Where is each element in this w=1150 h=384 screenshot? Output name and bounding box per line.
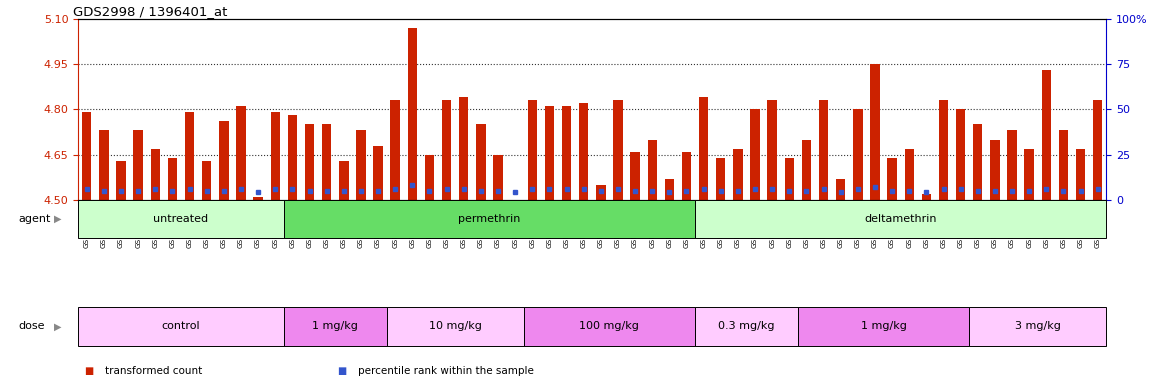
Bar	[647, 139, 657, 200]
Bar	[339, 161, 348, 200]
Bar	[888, 157, 897, 200]
Text: ▶: ▶	[54, 321, 61, 331]
Bar	[116, 161, 125, 200]
Bar	[284, 307, 386, 346]
Bar	[973, 124, 982, 200]
Bar	[716, 157, 726, 200]
Text: transformed count: transformed count	[105, 366, 202, 376]
Bar	[99, 131, 108, 200]
Bar	[938, 101, 949, 200]
Bar	[459, 98, 468, 200]
Bar	[476, 124, 485, 200]
Bar	[1059, 131, 1068, 200]
Bar	[391, 101, 400, 200]
Text: agent: agent	[18, 214, 51, 224]
Bar	[682, 152, 691, 200]
Text: ▶: ▶	[54, 214, 61, 224]
Bar	[956, 109, 965, 200]
Bar	[151, 149, 160, 200]
Text: 100 mg/kg: 100 mg/kg	[580, 321, 639, 331]
Bar	[78, 200, 284, 238]
Text: ■: ■	[84, 366, 93, 376]
Bar	[665, 179, 674, 200]
Bar	[1042, 70, 1051, 200]
Bar	[202, 161, 212, 200]
Bar	[528, 101, 537, 200]
Bar	[871, 64, 880, 200]
Bar	[270, 113, 279, 200]
Bar	[168, 157, 177, 200]
Bar	[442, 101, 451, 200]
Bar	[695, 200, 1106, 238]
Bar	[511, 200, 520, 218]
Text: ■: ■	[337, 366, 346, 376]
Bar	[784, 157, 794, 200]
Bar	[78, 307, 284, 346]
Bar	[253, 197, 263, 200]
Bar	[133, 131, 143, 200]
Bar	[767, 101, 777, 200]
Bar	[322, 124, 331, 200]
Bar	[990, 139, 999, 200]
Bar	[819, 101, 828, 200]
Bar	[374, 146, 383, 200]
Bar	[288, 116, 297, 200]
Bar	[356, 131, 366, 200]
Text: 1 mg/kg: 1 mg/kg	[313, 321, 358, 331]
Bar	[523, 307, 695, 346]
Bar	[969, 307, 1106, 346]
Bar	[699, 98, 708, 200]
Bar	[386, 307, 523, 346]
Bar	[750, 109, 760, 200]
Text: 1 mg/kg: 1 mg/kg	[860, 321, 906, 331]
Bar	[493, 154, 503, 200]
Bar	[1076, 149, 1086, 200]
Bar	[578, 103, 589, 200]
Bar	[1025, 149, 1034, 200]
Bar	[905, 149, 914, 200]
Bar	[630, 152, 639, 200]
Bar	[545, 106, 554, 200]
Bar	[236, 106, 246, 200]
Text: control: control	[162, 321, 200, 331]
Bar	[185, 113, 194, 200]
Text: percentile rank within the sample: percentile rank within the sample	[358, 366, 534, 376]
Text: GDS2998 / 1396401_at: GDS2998 / 1396401_at	[74, 5, 228, 18]
Bar	[613, 101, 622, 200]
Bar	[836, 179, 845, 200]
Bar	[305, 124, 314, 200]
Bar	[853, 109, 862, 200]
Text: permethrin: permethrin	[458, 214, 521, 224]
Bar	[1007, 131, 1017, 200]
Bar	[695, 307, 798, 346]
Bar	[284, 200, 695, 238]
Text: 10 mg/kg: 10 mg/kg	[429, 321, 482, 331]
Bar	[1092, 101, 1103, 200]
Bar	[921, 194, 932, 200]
Bar	[220, 121, 229, 200]
Text: deltamethrin: deltamethrin	[865, 214, 937, 224]
Text: 3 mg/kg: 3 mg/kg	[1014, 321, 1060, 331]
Text: dose: dose	[18, 321, 45, 331]
Bar	[798, 307, 969, 346]
Bar	[802, 139, 811, 200]
Bar	[562, 106, 572, 200]
Bar	[734, 149, 743, 200]
Bar	[82, 113, 92, 200]
Bar	[407, 28, 417, 200]
Bar	[424, 154, 435, 200]
Bar	[596, 185, 606, 200]
Text: untreated: untreated	[153, 214, 208, 224]
Text: 0.3 mg/kg: 0.3 mg/kg	[719, 321, 775, 331]
